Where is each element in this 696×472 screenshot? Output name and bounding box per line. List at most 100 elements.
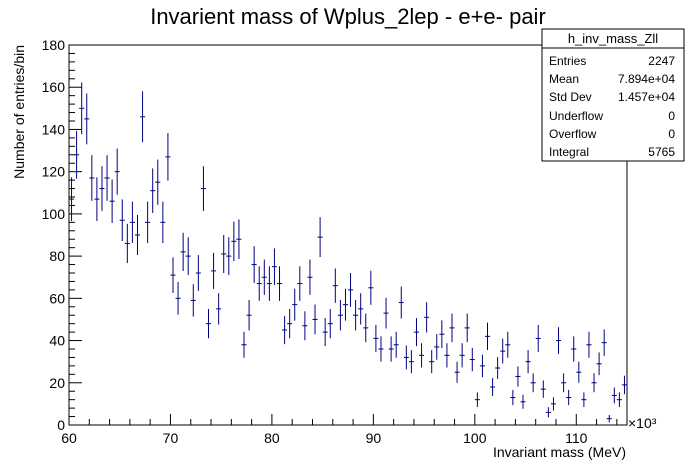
data-point [388, 336, 394, 362]
data-point [104, 155, 110, 201]
data-point [160, 201, 166, 244]
y-tick-label: 180 [42, 37, 66, 53]
data-point [505, 331, 511, 358]
data-point [484, 322, 491, 351]
y-tick-label: 40 [49, 333, 65, 349]
x-tick-label: 80 [264, 430, 280, 446]
data-point [231, 221, 237, 262]
data-point [561, 373, 567, 393]
data-point [413, 318, 420, 347]
stats-integral-label: Integral [549, 145, 589, 159]
stats-overflow-value: 0 [668, 127, 675, 141]
data-point [378, 336, 384, 362]
data-point [545, 407, 551, 418]
data-point [292, 288, 298, 321]
data-point [205, 309, 212, 339]
data-point [175, 281, 181, 315]
data-point [611, 387, 617, 404]
data-point [576, 361, 582, 383]
data-point [134, 214, 141, 256]
data-point [621, 375, 627, 395]
data-point [408, 350, 414, 374]
data-point [140, 91, 146, 143]
plot-frame [68, 44, 628, 426]
data-point [322, 318, 328, 347]
x-axis: 60 70 80 90 100 110 [61, 414, 618, 446]
data-point [500, 338, 506, 364]
x-axis-label: Invariant mass (MeV) [493, 444, 626, 460]
data-point [282, 315, 288, 345]
data-point [317, 217, 323, 258]
y-tick-label: 100 [42, 206, 66, 222]
data-point [464, 313, 470, 343]
data-point [510, 389, 516, 406]
data-point [606, 415, 612, 423]
data-point [74, 130, 80, 179]
data-point [424, 302, 430, 333]
data-point [393, 331, 399, 358]
data-point [185, 237, 191, 275]
data-point [490, 378, 496, 396]
x-tick-label: 100 [463, 430, 487, 446]
y-tick-label: 20 [49, 375, 65, 391]
stats-entries-value: 2247 [648, 54, 675, 68]
y-tick-label: 0 [57, 417, 65, 433]
data-point [363, 313, 369, 343]
data-point [535, 324, 541, 352]
data-point [449, 313, 455, 343]
x-tick-label: 60 [61, 430, 77, 446]
data-point [307, 259, 313, 295]
data-point [419, 343, 425, 368]
data-point [530, 373, 536, 393]
data-point [221, 235, 227, 273]
x-tick-label: 90 [366, 430, 382, 446]
data-point [581, 392, 587, 407]
data-point [180, 232, 186, 272]
data-point [145, 201, 151, 244]
stats-entries-label: Entries [549, 54, 586, 68]
data-point [89, 155, 95, 201]
stats-box: h_inv_mass_Zll Entries 2247 Mean 7.894e+… [541, 28, 685, 162]
data-points [69, 82, 627, 423]
y-axis-label: Number of entries/bin [11, 45, 27, 179]
data-point [373, 324, 379, 352]
data-point [114, 148, 120, 195]
data-point [601, 329, 607, 356]
data-point [256, 266, 262, 301]
data-point [170, 257, 176, 293]
x-exponent-label: ×10³ [628, 415, 657, 431]
data-point [454, 361, 460, 383]
data-point [348, 273, 354, 307]
data-point [368, 270, 374, 305]
data-point [342, 288, 348, 321]
data-point [94, 177, 100, 221]
data-point [383, 297, 389, 329]
data-point [109, 179, 115, 223]
stats-overflow-label: Overflow [549, 127, 597, 141]
data-point [261, 259, 267, 295]
data-point [287, 309, 293, 339]
data-point [155, 159, 161, 205]
data-point [434, 334, 440, 360]
data-point [398, 286, 404, 319]
data-point [276, 266, 283, 301]
stats-box-title: h_inv_mass_Zll [568, 31, 658, 46]
data-point [358, 293, 364, 325]
x-tick-label: 110 [565, 430, 588, 446]
data-point [591, 373, 597, 393]
data-point [99, 166, 105, 211]
data-point [479, 354, 485, 378]
data-point [540, 380, 546, 398]
data-point [327, 309, 333, 339]
data-point [69, 177, 75, 221]
data-point [616, 392, 622, 407]
data-point [236, 219, 242, 260]
data-point [555, 327, 562, 354]
stats-integral-value: 5765 [648, 145, 675, 159]
data-point [226, 237, 232, 275]
data-point [403, 345, 409, 370]
data-point [195, 255, 201, 291]
data-point [474, 392, 480, 407]
data-point [525, 350, 531, 374]
